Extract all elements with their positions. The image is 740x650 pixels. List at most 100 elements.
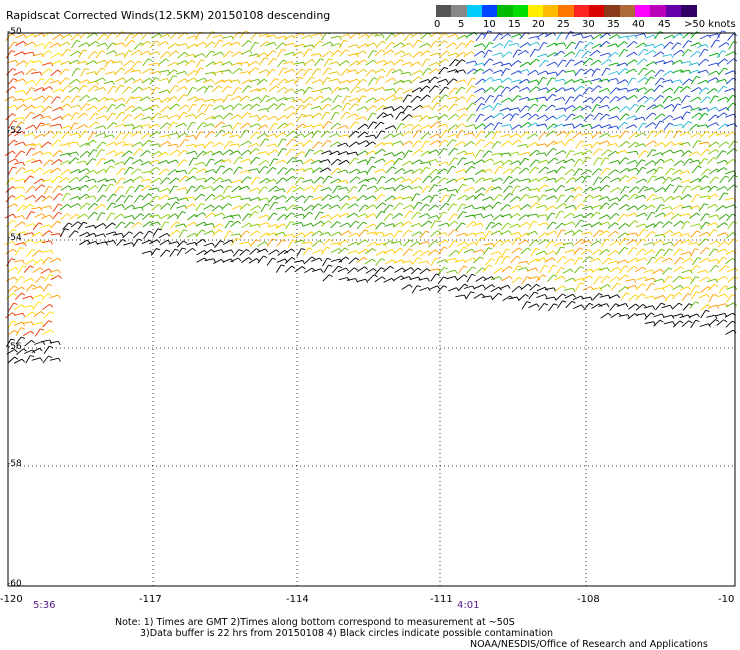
wind-barb bbox=[42, 283, 49, 292]
wind-barb-feather bbox=[228, 179, 232, 184]
wind-barb-feather bbox=[14, 356, 19, 360]
wind-barb bbox=[32, 301, 39, 310]
wind-barb bbox=[302, 114, 312, 118]
wind-barb bbox=[374, 267, 382, 275]
wind-barb bbox=[644, 69, 653, 77]
wind-barb bbox=[148, 51, 158, 56]
wind-barb-feather bbox=[192, 103, 197, 106]
wind-barb bbox=[599, 221, 608, 226]
wind-barb bbox=[6, 68, 13, 76]
wind-barb-feather bbox=[518, 231, 522, 236]
wind-barb-feather bbox=[121, 221, 126, 225]
wind-barb-feather bbox=[618, 135, 621, 140]
wind-barb bbox=[49, 42, 58, 49]
wind-barb-feather bbox=[389, 204, 394, 208]
wind-barb bbox=[140, 124, 150, 127]
wind-barb-feather bbox=[561, 141, 565, 145]
wind-barb bbox=[555, 107, 565, 111]
wind-barb bbox=[465, 124, 474, 128]
wind-barb-feather bbox=[589, 80, 593, 85]
wind-barb bbox=[177, 51, 185, 59]
wind-barb bbox=[41, 214, 50, 220]
wind-barb bbox=[502, 176, 510, 184]
wind-barb bbox=[638, 150, 645, 158]
wind-barb-feather bbox=[337, 61, 340, 66]
wind-barb bbox=[338, 212, 348, 218]
wind-barb bbox=[52, 203, 59, 212]
wind-barb bbox=[545, 130, 554, 137]
wind-barb bbox=[13, 286, 23, 292]
wind-barb bbox=[411, 140, 419, 148]
wind-barb-feather bbox=[498, 230, 503, 235]
wind-barb bbox=[184, 247, 193, 255]
wind-barb bbox=[115, 239, 123, 247]
wind-barb bbox=[582, 194, 590, 203]
wind-barb-feather bbox=[264, 133, 268, 137]
wind-barb bbox=[620, 292, 627, 301]
wind-barb-feather bbox=[67, 169, 72, 173]
wind-barb-feather bbox=[237, 257, 242, 262]
wind-barb-feather bbox=[516, 166, 521, 170]
wind-barb bbox=[222, 258, 232, 263]
wind-barb-feather bbox=[300, 222, 304, 227]
wind-barb bbox=[411, 159, 420, 165]
wind-barb bbox=[456, 241, 466, 247]
wind-barb-feather bbox=[166, 122, 171, 126]
wind-barb-feather bbox=[237, 220, 241, 224]
wind-barb bbox=[464, 166, 472, 174]
wind-barb-feather bbox=[706, 231, 711, 236]
wind-barb bbox=[564, 293, 574, 299]
wind-barb bbox=[448, 157, 455, 166]
wind-barb-feather bbox=[554, 157, 559, 161]
wind-barb-feather bbox=[227, 203, 232, 206]
wind-barb bbox=[241, 222, 250, 228]
wind-barb bbox=[383, 49, 392, 56]
wind-barb bbox=[222, 167, 230, 175]
wind-barb-feather bbox=[391, 42, 396, 45]
wind-barb-feather bbox=[517, 107, 521, 112]
wind-barb-feather bbox=[516, 178, 521, 182]
wind-barb-feather bbox=[248, 103, 253, 108]
wind-barb-feather bbox=[653, 140, 657, 145]
wind-barb bbox=[483, 30, 489, 39]
wind-barb bbox=[438, 222, 448, 227]
wind-barb-feather bbox=[59, 60, 63, 65]
wind-barb bbox=[43, 159, 51, 167]
wind-barb bbox=[465, 232, 475, 236]
wind-barb bbox=[503, 40, 510, 49]
wind-barb bbox=[355, 116, 365, 120]
wind-barb-feather bbox=[625, 106, 630, 110]
wind-barb-feather bbox=[444, 66, 449, 70]
wind-barb-feather bbox=[443, 32, 448, 36]
wind-barb-feather bbox=[571, 242, 574, 247]
wind-barb bbox=[367, 274, 375, 282]
wind-barb-feather bbox=[238, 103, 243, 106]
wind-barb-feather bbox=[696, 230, 701, 233]
wind-barb bbox=[96, 158, 103, 166]
wind-barb bbox=[412, 105, 421, 111]
wind-barb-feather bbox=[464, 194, 469, 199]
wind-barb bbox=[475, 276, 484, 282]
wind-barb bbox=[356, 59, 365, 66]
wind-barb bbox=[698, 203, 705, 212]
wind-barb bbox=[358, 204, 365, 213]
wind-barb-feather bbox=[371, 156, 376, 159]
wind-barb-feather bbox=[715, 319, 720, 322]
wind-barb bbox=[213, 159, 222, 165]
wind-barb bbox=[645, 61, 655, 67]
wind-barb bbox=[248, 148, 257, 155]
wind-barb bbox=[374, 158, 383, 164]
wind-barb bbox=[547, 157, 556, 164]
wind-barb-feather bbox=[363, 184, 368, 187]
wind-barb-feather bbox=[408, 150, 413, 153]
wind-barb-feather bbox=[111, 212, 116, 215]
wind-barb-feather bbox=[688, 239, 692, 244]
wind-barb bbox=[347, 250, 357, 255]
wind-barb bbox=[332, 185, 339, 194]
wind-barb-feather bbox=[319, 240, 323, 244]
wind-barb bbox=[349, 32, 357, 39]
wind-barb-feather bbox=[625, 175, 630, 178]
wind-barb bbox=[149, 143, 159, 146]
wind-barb bbox=[679, 141, 689, 146]
wind-barb-feather bbox=[643, 58, 648, 62]
